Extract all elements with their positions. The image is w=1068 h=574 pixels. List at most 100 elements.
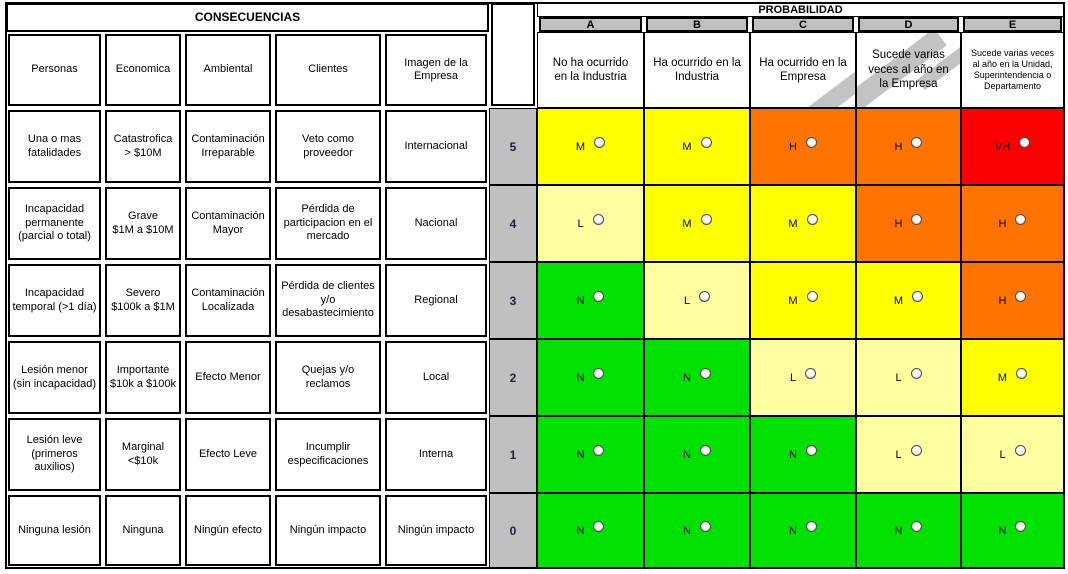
imagen-cell: Internacional — [385, 110, 487, 183]
risk-rating-label: L — [577, 217, 584, 230]
ambiental-cell: Contaminación Localizada — [185, 264, 271, 337]
probability-desc-e-text: Sucede varias veces al año en la Unidad,… — [970, 47, 1055, 92]
risk-rating-label: N — [683, 448, 691, 461]
radio-button-icon[interactable] — [699, 368, 711, 379]
risk-rating-label: H — [894, 140, 903, 153]
personas-cell: Ninguna lesión — [8, 495, 101, 566]
probability-desc-b-text: Ha ocurrido en la Industria — [653, 56, 741, 83]
risk-rating-label: M — [997, 371, 1008, 384]
risk-cell: N — [537, 493, 644, 568]
risk-rating-label: L — [895, 371, 902, 384]
risk-cell: H — [750, 108, 856, 185]
probability-desc-a-text: No ha ocurrido en la Industria — [552, 56, 629, 83]
risk-cell: L — [961, 416, 1064, 493]
risk-cell: M — [750, 185, 856, 262]
radio-button-icon[interactable] — [700, 214, 712, 225]
radio-button-icon[interactable] — [910, 368, 922, 379]
column-header-imagen: Imagen de la Empresa — [385, 34, 487, 106]
risk-matrix-table: CONSECUENCIAS PROBABILIDAD A B C D E Per… — [5, 2, 1065, 569]
risk-rating-label: M — [788, 217, 798, 230]
radio-button-icon[interactable] — [592, 214, 604, 225]
radio-button-icon[interactable] — [593, 445, 605, 456]
economica-cell: Grave $1M a $10M — [105, 187, 181, 260]
radio-button-icon[interactable] — [911, 137, 923, 148]
probability-letter-e: E — [963, 17, 1062, 32]
risk-rating-label: L — [895, 448, 902, 461]
radio-button-icon[interactable] — [1016, 368, 1028, 379]
radio-button-icon[interactable] — [699, 521, 711, 532]
radio-button-icon[interactable] — [805, 368, 817, 379]
ambiental-cell: Contaminación Irreparable — [185, 110, 271, 183]
level-column-header — [491, 3, 535, 106]
economica-cell: Marginal <$10k — [105, 418, 181, 491]
economica-cell: Catastrofica > $10M — [105, 110, 181, 183]
radio-button-icon[interactable] — [700, 137, 712, 148]
risk-cell: N — [750, 416, 856, 493]
risk-cell: L — [644, 262, 750, 339]
radio-button-icon[interactable] — [1015, 291, 1027, 302]
radio-button-icon[interactable] — [912, 291, 924, 302]
radio-button-icon[interactable] — [806, 291, 818, 302]
imagen-cell: Local — [385, 341, 487, 414]
radio-button-icon[interactable] — [910, 445, 922, 456]
personas-cell: Lesión menor (sin incapacidad) — [8, 341, 101, 414]
imagen-cell: Ningún impacto — [385, 495, 487, 566]
risk-rating-label: N — [683, 524, 691, 537]
clientes-cell: Quejas y/o reclamos — [275, 341, 381, 414]
radio-button-icon[interactable] — [593, 291, 605, 302]
risk-cell: L — [856, 416, 961, 493]
risk-cell: L — [856, 339, 961, 416]
risk-cell: N — [644, 493, 750, 568]
probability-desc-b: Ha ocurrido en la Industria — [644, 32, 750, 108]
risk-cell: M — [644, 108, 750, 185]
imagen-cell: Nacional — [385, 187, 487, 260]
radio-button-icon[interactable] — [1015, 214, 1027, 225]
radio-button-icon[interactable] — [1019, 137, 1031, 148]
radio-button-icon[interactable] — [911, 214, 923, 225]
radio-button-icon[interactable] — [806, 214, 818, 225]
personas-cell: Incapacidad temporal (>1 día) — [8, 264, 101, 337]
risk-rating-label: N — [576, 294, 585, 307]
risk-rating-label: L — [683, 294, 691, 307]
risk-rating-label: L — [789, 371, 797, 384]
risk-rating-label: M — [575, 140, 586, 153]
clientes-cell: Pérdida de clientes y/o desabastecimient… — [275, 264, 381, 337]
personas-cell: Incapacidad permanente (parcial o total) — [8, 187, 101, 260]
radio-button-icon[interactable] — [699, 445, 711, 456]
risk-cell: M — [961, 339, 1064, 416]
radio-button-icon[interactable] — [805, 445, 817, 456]
radio-button-icon[interactable] — [805, 137, 817, 148]
risk-rating-label: N — [789, 524, 797, 537]
risk-rating-label: M — [682, 140, 692, 153]
probability-desc-d-text: Sucede varias veces al año en la Empresa — [868, 49, 949, 91]
radio-button-icon[interactable] — [1015, 521, 1027, 532]
risk-rating-label: M — [682, 217, 692, 230]
economica-cell: Severo $100k a $1M — [105, 264, 181, 337]
severity-level-cell: 4 — [489, 185, 537, 262]
risk-rating-label: H — [998, 217, 1007, 230]
risk-cell: L — [750, 339, 856, 416]
radio-button-icon[interactable] — [593, 521, 605, 532]
radio-button-icon[interactable] — [1014, 445, 1026, 456]
risk-cell: VH — [961, 108, 1064, 185]
radio-button-icon[interactable] — [805, 521, 817, 532]
probability-desc-e: Sucede varias veces al año en la Unidad,… — [961, 32, 1064, 108]
risk-rating-label: H — [894, 217, 903, 230]
radio-button-icon[interactable] — [911, 521, 923, 532]
risk-cell: N — [644, 416, 750, 493]
risk-rating-label: N — [576, 371, 585, 384]
probability-letter-c: C — [752, 17, 854, 32]
probability-letter-a: A — [539, 17, 642, 32]
radio-button-icon[interactable] — [699, 291, 711, 302]
radio-button-icon[interactable] — [593, 368, 605, 379]
risk-cell: M — [537, 108, 644, 185]
risk-rating-label: N — [683, 371, 691, 384]
risk-rating-label: H — [998, 294, 1007, 307]
risk-cell: H — [856, 108, 961, 185]
severity-level-cell: 3 — [489, 262, 537, 339]
economica-cell: Importante $10k a $100k — [105, 341, 181, 414]
risk-cell: L — [537, 185, 644, 262]
radio-button-icon[interactable] — [594, 137, 606, 148]
risk-cell: N — [537, 262, 644, 339]
risk-rating-label: M — [788, 294, 798, 307]
